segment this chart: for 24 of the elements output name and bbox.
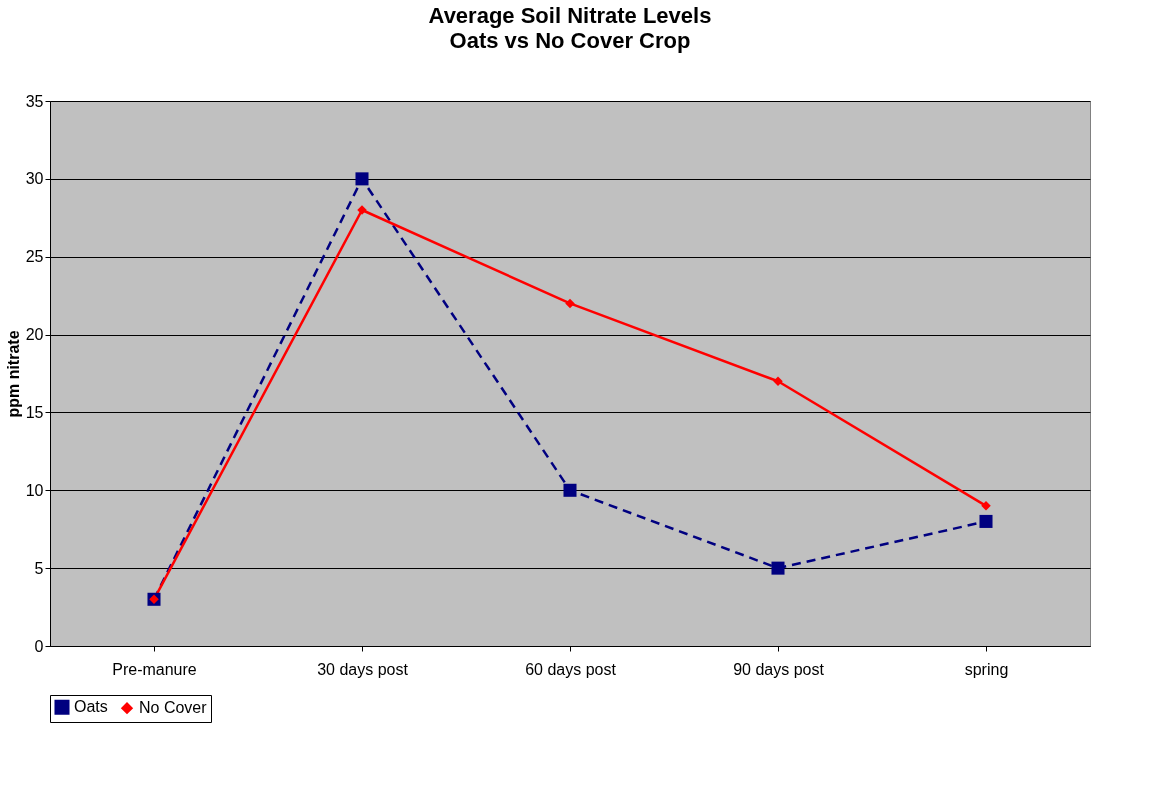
x-tick-label: 60 days post	[525, 660, 617, 678]
x-tick-label: spring	[964, 660, 1009, 678]
y-tick-label: 0	[34, 637, 44, 655]
point	[563, 483, 577, 497]
point	[355, 172, 369, 186]
y-tick-label: 30	[25, 170, 44, 188]
y-tick-label: 10	[25, 481, 44, 499]
y-axis-title: ppm nitrate	[4, 330, 22, 418]
point	[773, 376, 783, 387]
chart-subtitle: Oats vs No Cover Crop	[449, 28, 691, 53]
x-tick-label: Pre-manure	[112, 660, 197, 678]
y-tick-label: 5	[34, 559, 44, 577]
x-tick-label: 90 days post	[733, 660, 825, 678]
y-tick-label: 15	[25, 403, 44, 421]
legend-label: Oats	[74, 698, 108, 716]
y-tick-label: 25	[25, 248, 44, 266]
point	[979, 514, 993, 528]
y-tick-label: 20	[25, 326, 44, 344]
x-tick-label: 30 days post	[317, 660, 409, 678]
point	[771, 561, 785, 575]
point	[565, 298, 575, 309]
legend-label: No Cover	[139, 699, 208, 717]
chart-title: Average Soil Nitrate Levels	[428, 3, 712, 28]
y-tick-label: 35	[25, 92, 44, 110]
